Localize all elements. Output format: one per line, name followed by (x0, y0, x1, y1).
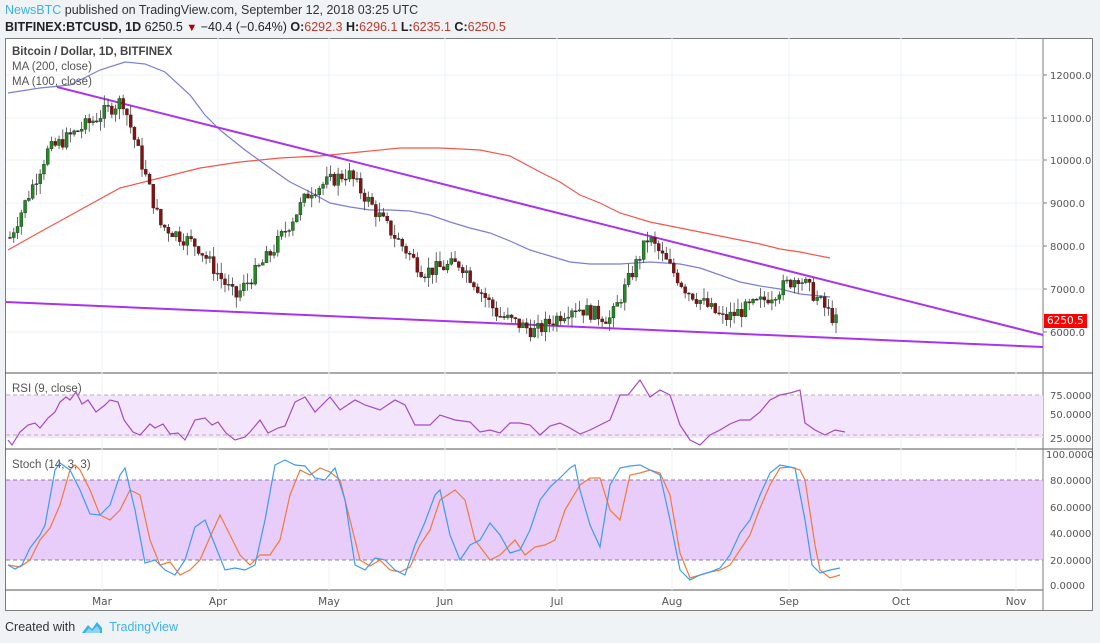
svg-text:May: May (318, 596, 340, 608)
svg-text:10000.0: 10000.0 (1050, 156, 1091, 167)
footer: Created with TradingView (5, 620, 178, 634)
svg-text:11000.0: 11000.0 (1050, 114, 1091, 125)
close-value: 6250.5 (467, 20, 506, 34)
stoch-band (6, 479, 1043, 561)
time-axis[interactable]: Mar Apr May Jun Jul Aug Sep Oct Nov (92, 596, 1026, 608)
svg-text:Sep: Sep (779, 596, 799, 608)
rsi-line (7, 378, 846, 447)
svg-text:Mar: Mar (92, 596, 112, 608)
ma200-legend[interactable]: MA (200, close) (12, 61, 92, 73)
svg-text:8000.0: 8000.0 (1050, 242, 1085, 253)
upper-trendline[interactable] (56, 86, 1044, 336)
svg-text:50.0000: 50.0000 (1050, 410, 1091, 421)
open-label: O: (290, 20, 305, 34)
candlesticks (8, 94, 838, 342)
last-price: 6250.5 (144, 20, 183, 34)
svg-text:Jul: Jul (550, 596, 564, 608)
stoch-axis[interactable]: 100.0000 80.0000 60.0000 40.0000 20.0000 0.0… (1046, 450, 1094, 592)
svg-text:7000.0: 7000.0 (1050, 285, 1085, 296)
open-value: 6292.3 (304, 20, 343, 34)
ma200-line (7, 147, 831, 259)
low-value: 6235.1 (412, 20, 451, 34)
svg-text:Oct: Oct (892, 596, 910, 608)
author-link[interactable]: NewsBTC (5, 3, 62, 17)
svg-text:40.0000: 40.0000 (1050, 529, 1091, 540)
price-axis[interactable]: 12000.0 11000.0 10000.0 9000.0 8000.0 7000.0… (1043, 71, 1091, 339)
svg-text:0.0000: 0.0000 (1050, 581, 1085, 592)
price-change: −40.4 (−0.64%) (200, 20, 287, 34)
svg-text:Nov: Nov (1006, 596, 1027, 608)
stoch-legend[interactable]: Stoch (14, 3, 3) (12, 459, 91, 471)
tradingview-logo-icon[interactable] (81, 620, 103, 634)
svg-text:12000.0: 12000.0 (1050, 71, 1091, 82)
rsi-band (6, 394, 1043, 438)
chart-title: Bitcoin / Dollar, 1D, BITFINEX (12, 46, 173, 58)
svg-text:80.0000: 80.0000 (1050, 476, 1091, 487)
svg-text:Aug: Aug (662, 596, 683, 608)
published-text: published on TradingView.com, September … (61, 3, 419, 17)
svg-text:9000.0: 9000.0 (1050, 199, 1085, 210)
stoch-k-line (7, 459, 841, 581)
tradingview-link[interactable]: TradingView (109, 620, 178, 634)
publish-info: NewsBTC published on TradingView.com, Se… (5, 3, 418, 17)
svg-text:20.0000: 20.0000 (1050, 556, 1091, 567)
svg-text:100.0000: 100.0000 (1046, 450, 1094, 461)
svg-text:25.0000: 25.0000 (1050, 434, 1091, 445)
ma100-line (7, 61, 831, 298)
close-label: C: (454, 20, 468, 34)
last-price-tag: 6250.5 (1044, 314, 1087, 328)
ma100-legend[interactable]: MA (100, close) (12, 76, 92, 88)
high-value: 6296.1 (359, 20, 398, 34)
down-arrow-icon: ▼ (186, 22, 198, 34)
svg-text:75.0000: 75.0000 (1050, 391, 1091, 402)
symbol-info: BITFINEX:BTCUSD, 1D 6250.5 ▼ −40.4 (−0.6… (5, 20, 506, 34)
rsi-axis[interactable]: 75.0000 50.0000 25.0000 (1050, 391, 1091, 445)
svg-text:6000.0: 6000.0 (1050, 328, 1085, 339)
svg-text:Apr: Apr (209, 596, 228, 608)
created-with-label: Created with (5, 620, 76, 634)
high-label: H: (345, 20, 360, 34)
svg-text:Jun: Jun (436, 596, 453, 608)
symbol-label: BITFINEX:BTCUSD, 1D (5, 20, 142, 34)
low-label: L: (400, 20, 413, 34)
svg-text:60.0000: 60.0000 (1050, 503, 1091, 514)
rsi-legend[interactable]: RSI (9, close) (12, 383, 82, 395)
